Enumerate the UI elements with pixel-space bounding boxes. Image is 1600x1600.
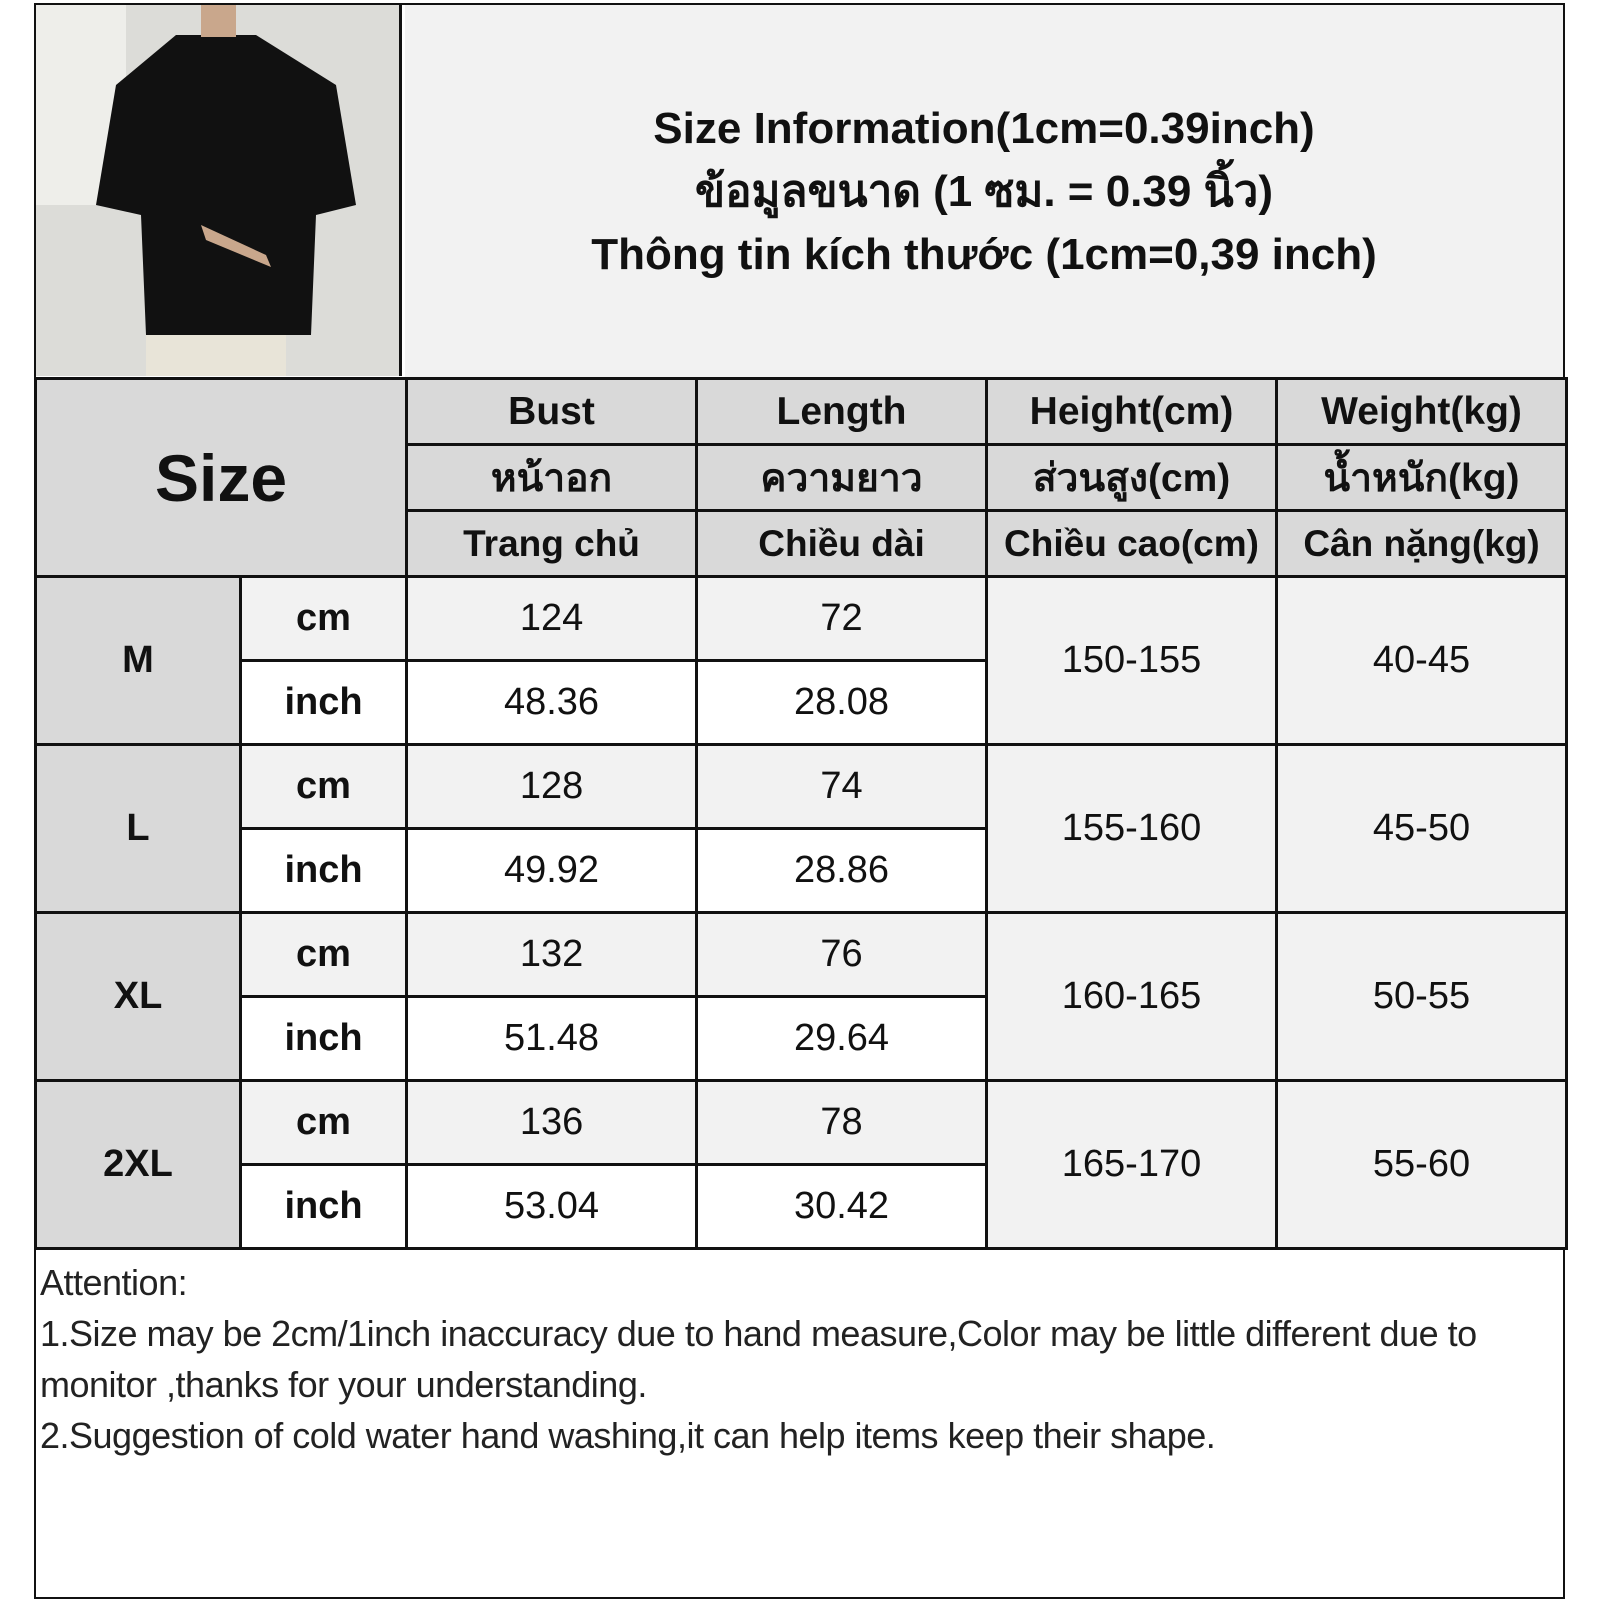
length-cm: 78: [695, 1079, 989, 1166]
col-length-th: ความยาว: [695, 443, 989, 512]
size-row-inch: inch 48.36 28.08: [36, 659, 1567, 746]
size-row: 2XL cm 136 78 165-170 55-60: [34, 1079, 1569, 1250]
unit-cm: cm: [238, 911, 409, 998]
bust-cm: 136: [405, 1079, 699, 1166]
height-range: 165-170: [985, 1079, 1279, 1250]
size-row: XL cm 132 76 160-165 50-55: [34, 911, 1569, 1082]
shirt-model-image: [36, 5, 399, 376]
col-length-en: Length: [695, 377, 989, 446]
col-height-en: Height(cm): [985, 377, 1279, 446]
size-label: L: [34, 743, 242, 914]
height-range: 150-155: [985, 575, 1279, 746]
attention-line-2: 2.Suggestion of cold water hand washing,…: [40, 1415, 1216, 1456]
unit-inch: inch: [238, 827, 409, 914]
size-table: Size Bust Length Height(cm) Weight(kg) ห…: [33, 377, 1569, 1250]
attention-notes: Attention: 1.Size may be 2cm/1inch inacc…: [40, 1257, 1560, 1461]
bust-inch: 51.48: [405, 995, 699, 1082]
height-range: 155-160: [985, 743, 1279, 914]
col-bust-vi: Trang chủ: [405, 509, 699, 578]
size-info-title: Size Information(1cm=0.39inch) ข้อมูลขนา…: [405, 5, 1563, 377]
attention-line-1: 1.Size may be 2cm/1inch inaccuracy due t…: [40, 1313, 1477, 1405]
col-height-vi: Chiều cao(cm): [985, 509, 1279, 578]
col-bust-en: Bust: [405, 377, 699, 446]
length-inch: 30.42: [695, 1163, 989, 1250]
bust-inch: 53.04: [405, 1163, 699, 1250]
height-range: 160-165: [985, 911, 1279, 1082]
size-label: M: [34, 575, 242, 746]
unit-inch: inch: [238, 1163, 409, 1250]
product-photo: [36, 5, 402, 376]
unit-cm: cm: [238, 575, 409, 662]
weight-range: 55-60: [1275, 1079, 1569, 1250]
length-cm: 72: [695, 575, 989, 662]
col-height-th: ส่วนสูง(cm): [985, 443, 1279, 512]
size-header: Size: [33, 377, 409, 578]
col-bust-th: หน้าอก: [405, 443, 699, 512]
length-inch: 28.08: [695, 659, 989, 746]
unit-cm: cm: [238, 1079, 409, 1166]
title-th: ข้อมูลขนาด (1 ซม. = 0.39 นิ้ว): [694, 166, 1273, 216]
col-weight-vi: Cân nặng(kg): [1275, 509, 1569, 578]
size-row: M cm 124 72 150-155 40-45: [34, 575, 1569, 746]
weight-range: 45-50: [1275, 743, 1569, 914]
unit-inch: inch: [238, 995, 409, 1082]
bust-cm: 132: [405, 911, 699, 998]
col-weight-en: Weight(kg): [1275, 377, 1569, 446]
col-length-vi: Chiều dài: [695, 509, 989, 578]
bust-cm: 128: [405, 743, 699, 830]
weight-range: 40-45: [1275, 575, 1569, 746]
size-label: XL: [34, 911, 242, 1082]
title-en: Size Information(1cm=0.39inch): [653, 103, 1315, 153]
bust-inch: 49.92: [405, 827, 699, 914]
weight-range: 50-55: [1275, 911, 1569, 1082]
unit-inch: inch: [238, 659, 409, 746]
attention-heading: Attention:: [40, 1262, 188, 1303]
size-row: L cm 128 74 155-160 45-50: [34, 743, 1569, 914]
size-row-inch: inch 51.48 29.64: [36, 995, 1567, 1082]
length-cm: 76: [695, 911, 989, 998]
size-row-inch: inch 53.04 30.42: [36, 1163, 1567, 1250]
length-cm: 74: [695, 743, 989, 830]
bust-inch: 48.36: [405, 659, 699, 746]
bust-cm: 124: [405, 575, 699, 662]
size-row-inch: inch 49.92 28.86: [36, 827, 1567, 914]
unit-cm: cm: [238, 743, 409, 830]
length-inch: 28.86: [695, 827, 989, 914]
col-weight-th: น้ำหนัก(kg): [1275, 443, 1569, 512]
length-inch: 29.64: [695, 995, 989, 1082]
size-label: 2XL: [34, 1079, 242, 1250]
title-vi: Thông tin kích thước (1cm=0,39 inch): [591, 229, 1377, 279]
